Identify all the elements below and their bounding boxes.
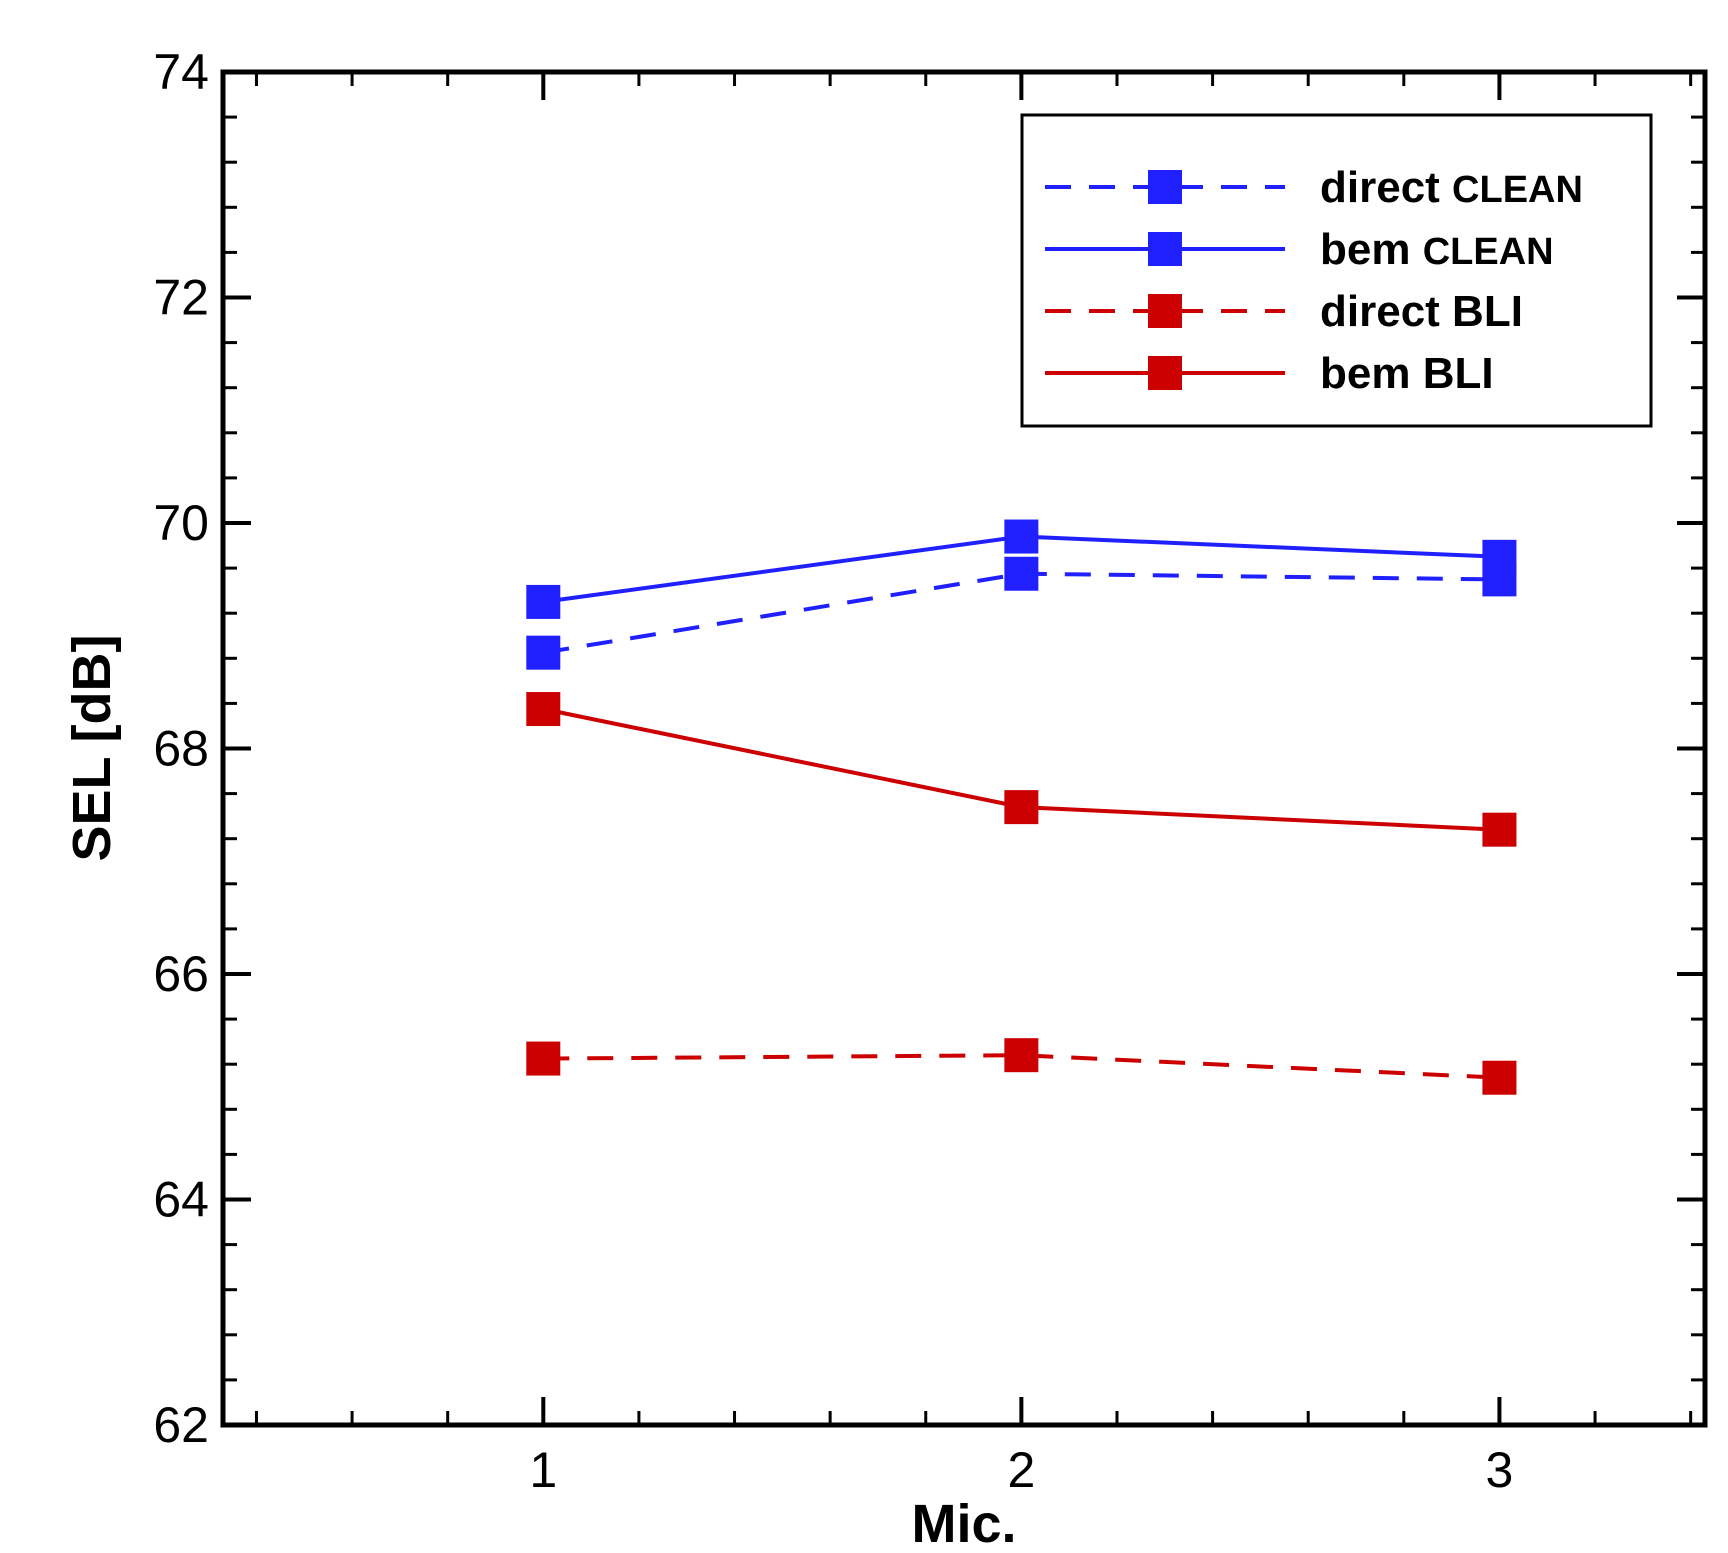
data-point-direct-bli xyxy=(1482,1060,1517,1095)
data-point-bem-clean xyxy=(1004,519,1039,554)
y-tick-label: 64 xyxy=(153,1172,209,1228)
legend-label-bem-clean: bem CLEAN xyxy=(1320,225,1554,274)
y-axis-title: SEL [dB] xyxy=(62,635,122,862)
major-ticks xyxy=(223,70,1705,1427)
plot-frame xyxy=(220,69,1708,1428)
data-point-direct-clean xyxy=(1004,556,1039,591)
y-tick-label: 70 xyxy=(153,495,209,551)
legend-entry-direct-clean: direct CLEAN xyxy=(1045,163,1583,212)
legend-entry-direct-bli: direct BLI xyxy=(1045,287,1523,336)
data-point-bem-clean xyxy=(526,584,561,619)
series-bem-clean xyxy=(526,519,1517,619)
data-point-bem-bli xyxy=(1004,790,1039,825)
y-tick-label: 62 xyxy=(153,1397,209,1453)
y-tick-label: 66 xyxy=(153,946,209,1002)
y-tick-labels: 62 64 66 68 70 72 74 xyxy=(153,44,209,1453)
legend-label-direct-bli: direct BLI xyxy=(1320,287,1523,336)
series-bem-bli xyxy=(526,692,1517,847)
legend-label-direct-clean: direct CLEAN xyxy=(1320,163,1583,212)
legend-entry-bem-bli: bem BLI xyxy=(1045,349,1494,398)
y-tick-label: 74 xyxy=(153,44,209,100)
x-tick-label: 2 xyxy=(1007,1442,1035,1498)
legend-entry-bem-clean: bem CLEAN xyxy=(1045,225,1554,274)
x-tick-labels: 1 2 3 xyxy=(529,1442,1513,1498)
data-point-direct-bli xyxy=(1004,1038,1039,1073)
series-direct-clean xyxy=(526,556,1517,670)
data-point-bem-bli xyxy=(1482,812,1517,847)
data-point-direct-bli xyxy=(526,1041,561,1076)
legend-entries: direct CLEAN bem CLEAN direct BLI bem BLI xyxy=(1045,163,1583,398)
legend-marker-bem-bli xyxy=(1148,356,1182,390)
legend-marker-direct-clean xyxy=(1148,170,1182,204)
data-point-direct-clean xyxy=(526,635,561,670)
y-tick-label: 72 xyxy=(153,270,209,326)
x-tick-label: 1 xyxy=(529,1442,557,1498)
legend-marker-direct-bli xyxy=(1148,294,1182,328)
series-direct-bli xyxy=(526,1038,1517,1095)
y-tick-label: 68 xyxy=(153,721,209,777)
series-line-direct-bli xyxy=(543,1053,1500,1080)
legend-marker-bem-clean xyxy=(1148,232,1182,266)
legend-box xyxy=(1020,113,1653,428)
x-axis-title: Mic. xyxy=(911,1494,1016,1553)
series-layer xyxy=(526,519,1517,1095)
data-point-bem-bli xyxy=(526,692,561,727)
x-tick-label: 3 xyxy=(1486,1442,1514,1498)
legend: direct CLEAN bem CLEAN direct BLI bem BLI xyxy=(1020,113,1653,428)
data-point-bem-clean xyxy=(1482,539,1517,574)
legend-label-bem-bli: bem BLI xyxy=(1320,349,1494,398)
